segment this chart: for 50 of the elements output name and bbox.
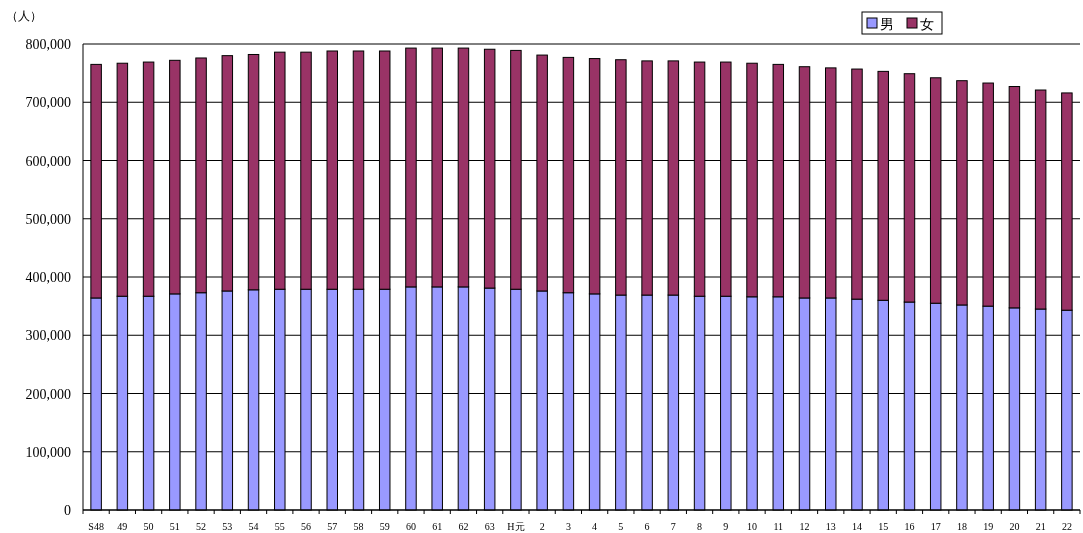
y-tick-label: 600,000 <box>25 153 71 169</box>
x-tick-label: 15 <box>878 521 889 532</box>
x-tick-label: 2 <box>539 521 545 532</box>
y-tick-label: 700,000 <box>25 95 71 111</box>
x-tick-label: 58 <box>353 521 364 532</box>
x-tick-label: 19 <box>983 521 994 532</box>
x-tick-label: 20 <box>1009 521 1020 532</box>
x-tick-label: H元 <box>507 521 525 532</box>
x-tick-label: 17 <box>930 521 941 532</box>
x-tick-label: 50 <box>143 521 154 532</box>
y-tick-label: 500,000 <box>25 211 71 227</box>
legend-label: 女 <box>920 17 934 32</box>
x-tick-label: 54 <box>248 521 259 532</box>
x-tick-label: 14 <box>851 521 862 532</box>
x-tick-label: 60 <box>405 521 416 532</box>
x-tick-label: 16 <box>904 521 915 532</box>
y-tick-label: 400,000 <box>25 270 71 285</box>
x-tick-label: 10 <box>747 521 758 532</box>
x-tick-label: 63 <box>484 521 495 532</box>
x-tick-label: 49 <box>117 521 128 532</box>
y-tick-label: 200,000 <box>25 386 71 402</box>
legend-label: 男 <box>880 17 894 32</box>
x-tick-label: 52 <box>196 521 207 532</box>
x-tick-label: 59 <box>379 521 390 532</box>
x-tick-label: 51 <box>169 521 180 532</box>
x-tick-label: 21 <box>1035 521 1046 532</box>
y-tick-label: 100,000 <box>25 444 71 460</box>
x-tick-label: 56 <box>301 521 312 532</box>
x-tick-label: 5 <box>618 521 624 532</box>
x-tick-label: 11 <box>773 521 784 532</box>
x-tick-label: 22 <box>1061 521 1072 532</box>
y-tick-label: 800,000 <box>25 37 71 52</box>
x-tick-label: 12 <box>799 521 810 532</box>
x-tick-label: S48 <box>88 521 104 532</box>
x-tick-label: 57 <box>327 521 338 532</box>
x-tick-label: 55 <box>274 521 285 532</box>
x-tick-label: 7 <box>670 521 676 532</box>
x-tick-label: 8 <box>697 521 703 532</box>
y-axis-title: （人） <box>6 9 42 23</box>
x-tick-label: 3 <box>565 521 571 532</box>
x-tick-label: 18 <box>956 521 967 532</box>
y-tick-label: 0 <box>64 503 71 518</box>
x-tick-label: 6 <box>644 521 650 532</box>
x-tick-label: 62 <box>458 521 469 532</box>
x-tick-label: 53 <box>222 521 233 532</box>
x-tick-label: 61 <box>432 521 443 532</box>
x-tick-label: 4 <box>592 521 598 532</box>
y-tick-label: 300,000 <box>25 328 71 344</box>
x-tick-label: 13 <box>825 521 836 532</box>
x-tick-label: 9 <box>723 521 729 532</box>
